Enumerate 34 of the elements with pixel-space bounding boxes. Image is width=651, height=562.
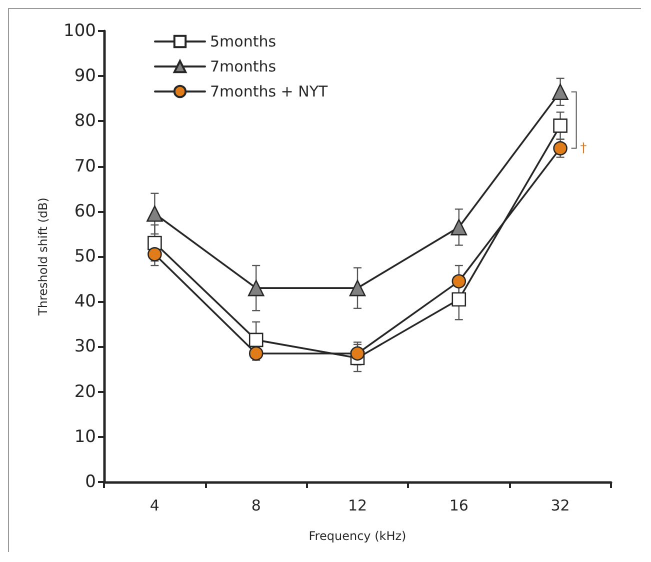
point: [450, 219, 468, 236]
x-tick-label: 4: [150, 496, 160, 514]
x-axis-title: Frequency (kHz): [308, 529, 406, 543]
y-tick-label: 20: [74, 382, 96, 402]
point: [452, 292, 466, 306]
legend-label: 7months: [210, 58, 276, 76]
point: [148, 247, 162, 262]
legend-label: 7months + NYT: [210, 82, 329, 100]
y-axis-title: Threshold shift (dB): [36, 198, 50, 316]
y-tick-label: 80: [74, 111, 96, 132]
y-tick-label: 100: [64, 21, 96, 41]
point: [350, 346, 365, 361]
y-tick-label: 90: [74, 66, 96, 86]
point: [452, 274, 466, 288]
point: [248, 280, 264, 296]
x-tick-label: 16: [449, 496, 468, 514]
y-tick-label: 50: [74, 246, 96, 266]
point: [248, 332, 264, 348]
x-tick-label: 12: [348, 496, 368, 514]
y-tick-label: 60: [74, 201, 96, 222]
legend-label: 5months: [210, 32, 276, 50]
x-tick-label: 32: [550, 496, 570, 514]
point: [552, 84, 568, 100]
x-tick-label: 8: [251, 496, 261, 514]
y-tick-label: 0: [85, 472, 96, 492]
y-tick-label: 40: [74, 292, 96, 312]
point: [553, 118, 568, 133]
point: [349, 280, 366, 296]
point: [146, 206, 163, 222]
y-tick-label: 30: [74, 336, 96, 357]
annotation: †: [580, 140, 588, 156]
y-tick-label: 70: [74, 156, 96, 176]
point: [248, 346, 264, 361]
y-tick-label: 10: [74, 426, 96, 447]
